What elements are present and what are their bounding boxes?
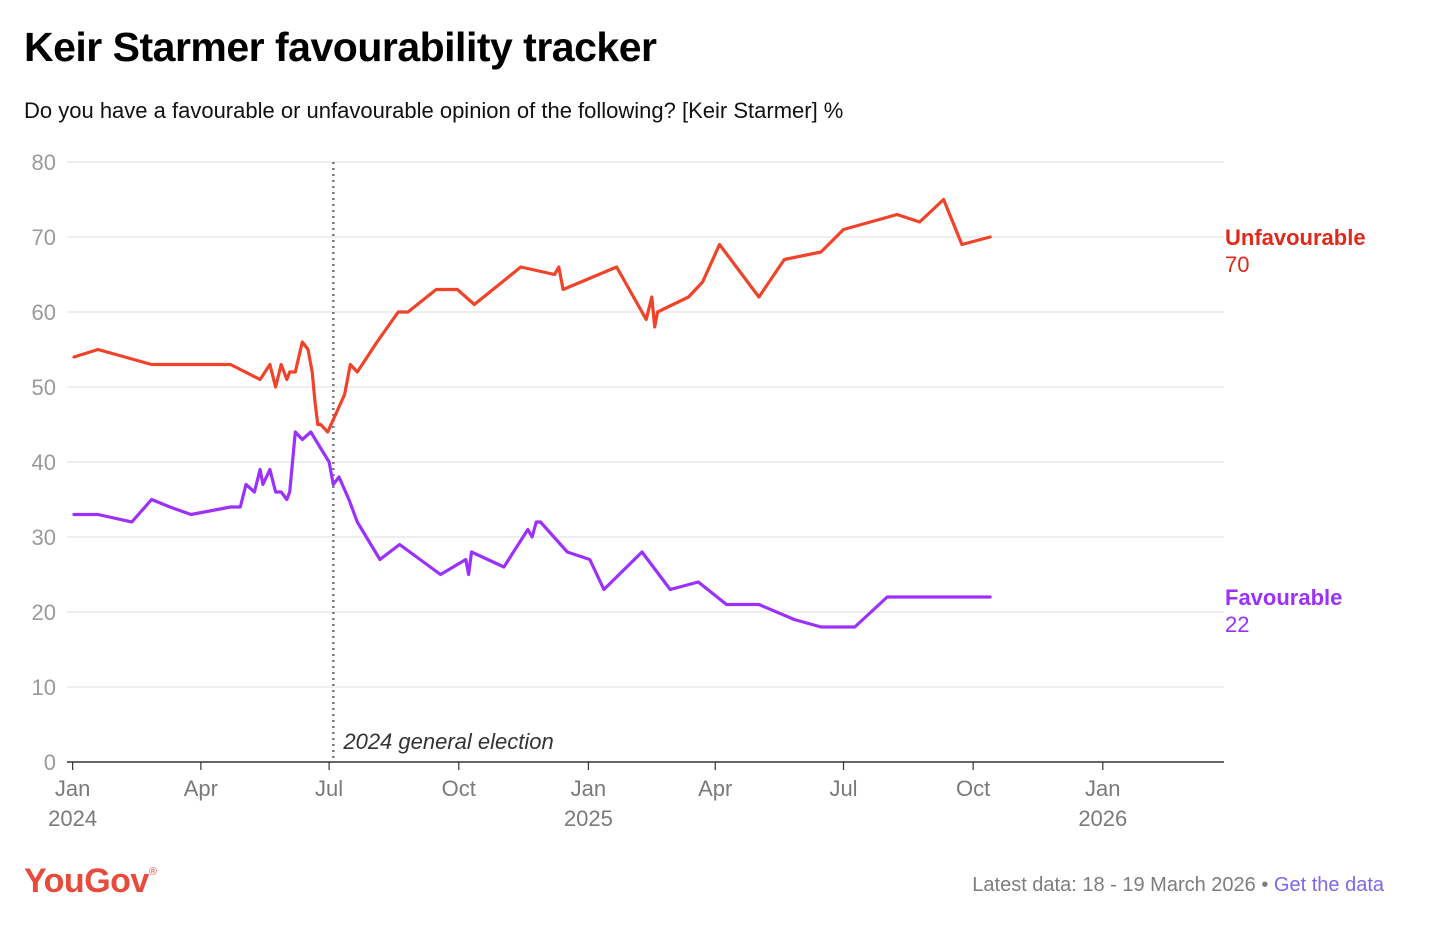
end-value-unfavourable: 70 (1225, 252, 1249, 277)
election-annotation-label: 2024 general election (342, 729, 553, 754)
x-tick-label: Jan (55, 776, 90, 801)
y-tick-label: 50 (32, 375, 56, 400)
x-tick-label: Jul (315, 776, 343, 801)
x-tick-year-label: 2026 (1078, 806, 1127, 831)
footer-info: Latest data: 18 - 19 March 2026 • Get th… (972, 874, 1384, 897)
y-tick-label: 80 (32, 150, 56, 175)
x-tick-label: Oct (956, 776, 990, 801)
x-tick-label: Jan (1085, 776, 1120, 801)
chart-title: Keir Starmer favourability tracker (24, 24, 657, 70)
x-tick-label: Apr (698, 776, 732, 801)
yougov-logo: YouGov® (24, 862, 157, 901)
end-label-favourable: Favourable (1225, 585, 1342, 610)
line-chart: 0 10 20 30 40 50 60 70 80 Jan 2024 Apr Jul Oct Jan 2025… (32, 150, 1366, 831)
x-tick-label: Apr (184, 776, 218, 801)
latest-data-text: Latest data: 18 - 19 March 2026 (972, 874, 1256, 896)
logo-registered-mark: ® (148, 866, 157, 878)
y-tick-label: 20 (32, 600, 56, 625)
y-tick-label: 10 (32, 675, 56, 700)
end-value-favourable: 22 (1225, 612, 1249, 637)
series-line-unfavourable (72, 197, 992, 434)
y-tick-label: 30 (32, 525, 56, 550)
get-the-data-link[interactable]: Get the data (1273, 874, 1384, 896)
y-tick-label: 40 (32, 450, 56, 475)
y-tick-label: 0 (44, 750, 56, 775)
y-tick-label: 70 (32, 225, 56, 250)
y-tick-label: 60 (32, 300, 56, 325)
x-tick-year-label: 2024 (48, 806, 97, 831)
logo-text: YouGov (24, 862, 149, 900)
x-tick-year-label: 2025 (564, 806, 613, 831)
x-tick-label: Jul (829, 776, 857, 801)
end-label-unfavourable: Unfavourable (1225, 225, 1366, 250)
x-tick-label: Jan (571, 776, 606, 801)
chart-subtitle: Do you have a favourable or unfavourable… (24, 98, 844, 123)
x-tick-label: Oct (442, 776, 476, 801)
footer-separator: • (1261, 874, 1269, 896)
series-line-favourable (72, 430, 992, 629)
